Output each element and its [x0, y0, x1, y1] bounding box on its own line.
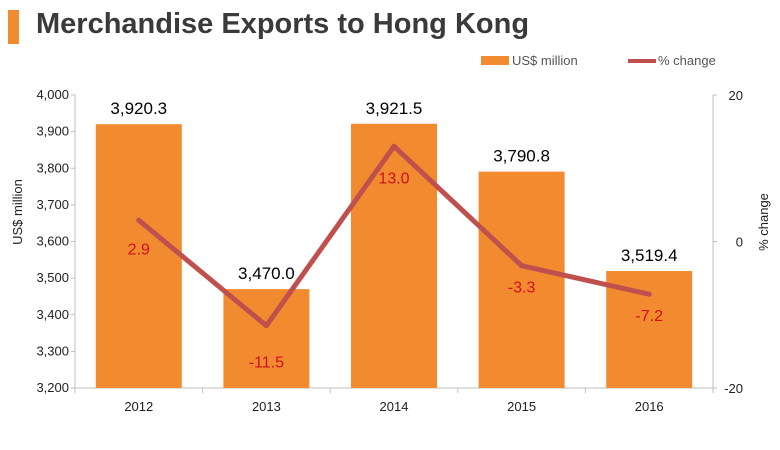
pct-change-point-2016: [646, 291, 652, 297]
legend-line-label: % change: [658, 53, 716, 68]
pct-change-point-2014: [391, 143, 397, 149]
y-tick-label-left: 3,800: [36, 160, 69, 175]
y-tick-label-left: 3,200: [36, 380, 69, 395]
data-labels: 3,920.3 3,470.0 3,921.5 3,790.8 3,519.4 2.9 -1…: [110, 99, 677, 372]
bar-2012: [95, 124, 182, 388]
y-tick-label-left: 4,000: [36, 87, 69, 102]
y-axis-title-right: % change: [756, 193, 771, 251]
line-value-label: 13.0: [378, 170, 409, 187]
bar-2014: [351, 123, 437, 389]
x-tick-label: 2015: [507, 399, 536, 414]
x-tick-label: 2012: [124, 399, 153, 414]
axes: 3,200 3,300 3,400 3,500 3,600 3,700 3,800 3,900…: [36, 87, 743, 414]
pct-change-point-2015: [519, 263, 525, 269]
y-tick-label-left: 3,600: [36, 234, 69, 249]
bar-2015: [478, 171, 565, 388]
line-value-label: -3.3: [508, 280, 536, 297]
line-value-label: 2.9: [128, 241, 150, 258]
y-tick-label-left: 3,700: [36, 197, 69, 212]
bar-2013: [223, 289, 310, 388]
bar-value-label: 3,790.8: [493, 147, 550, 166]
y-tick-label-left: 3,300: [36, 343, 69, 358]
y-tick-label-right: -20: [724, 381, 743, 396]
x-tick-label: 2014: [380, 399, 409, 414]
y-tick-label-right: 0: [736, 235, 743, 250]
bar-value-label: 3,920.3: [110, 99, 167, 118]
title-accent-bar: [8, 10, 19, 44]
pct-change-point-2012: [136, 217, 142, 223]
pct-change-point-2013: [263, 323, 269, 329]
bar-value-label: 3,470.0: [238, 264, 295, 283]
chart-title: Merchandise Exports to Hong Kong: [36, 8, 530, 40]
legend-bar-label: US$ million: [512, 53, 578, 68]
y-tick-label-left: 3,400: [36, 307, 69, 322]
line-value-label: -7.2: [635, 308, 663, 325]
bar-value-label: 3,519.4: [621, 246, 678, 265]
bar-2016: [606, 271, 693, 388]
y-tick-label-right: 20: [729, 88, 743, 103]
line-value-label: -11.5: [249, 355, 284, 372]
x-tick-label: 2016: [635, 399, 664, 414]
x-tick-label: 2013: [252, 399, 281, 414]
line-series: [136, 143, 652, 329]
bar-value-label: 3,921.5: [366, 99, 423, 118]
bar-series: [95, 123, 693, 389]
y-tick-label-left: 3,900: [36, 124, 69, 139]
y-axis-title-left: US$ million: [10, 179, 25, 245]
legend-bar-swatch: [481, 56, 509, 65]
legend: US$ million % change: [481, 53, 716, 68]
y-tick-label-left: 3,500: [36, 270, 69, 285]
